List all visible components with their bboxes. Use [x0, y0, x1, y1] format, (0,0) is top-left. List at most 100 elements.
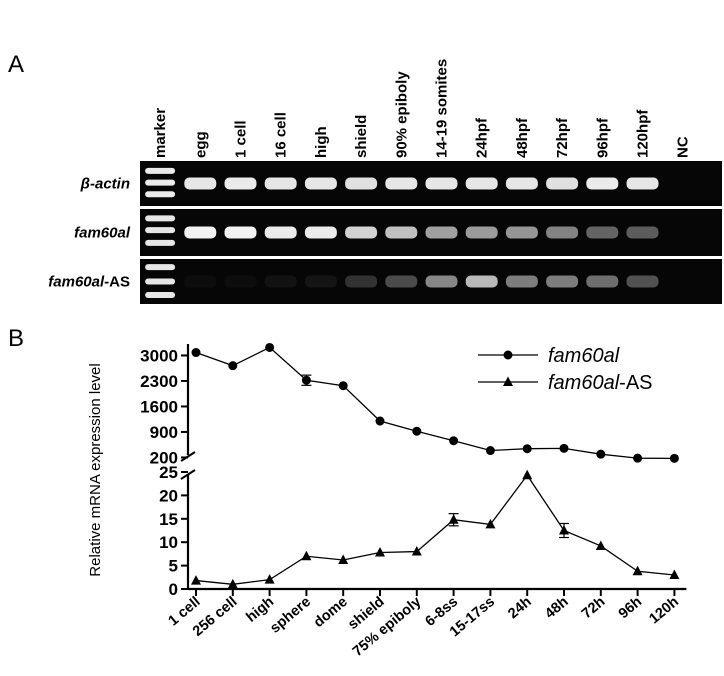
series-line [195, 346, 675, 460]
gene-name: β-actin [80, 176, 130, 193]
data-point [301, 375, 311, 385]
y-tick-label: 2300 [140, 372, 178, 391]
data-point [449, 436, 459, 446]
data-point [338, 381, 348, 391]
lane-label: 16 cell [273, 112, 290, 158]
gel-band [224, 177, 257, 190]
y-tick-label: 20 [159, 486, 178, 505]
data-point [301, 550, 312, 561]
lane-label: 14-19 somites [434, 59, 451, 158]
data-point [411, 546, 422, 556]
lane-label: NC [675, 136, 692, 158]
expression-line-chart: Relative mRNA expression level 2009001600… [87, 342, 687, 660]
gel-row-label: fam60al [74, 225, 131, 242]
legend-series-suffix: -AS [619, 372, 652, 394]
gel-marker-band [145, 278, 176, 285]
y-tick-label: 3000 [140, 346, 178, 365]
data-point [375, 416, 385, 426]
data-point [485, 446, 495, 456]
gel-band [184, 226, 217, 239]
data-point [595, 540, 606, 550]
y-tick-label: 25 [159, 463, 178, 482]
gel-marker-band [145, 215, 176, 222]
gel-band [264, 177, 297, 190]
lane-label: 48hpf [514, 117, 531, 158]
gel-band [586, 177, 619, 190]
gel-band [465, 275, 498, 288]
gel-band [304, 226, 337, 239]
x-tick-label: 48h [542, 594, 571, 622]
data-point [559, 443, 569, 453]
lane-label: 96hpf [594, 117, 611, 158]
legend-label: fam60al-AS [548, 372, 653, 394]
data-point [191, 575, 201, 585]
y-tick-label: 0 [169, 580, 178, 599]
gel-band [626, 275, 659, 288]
y-tick-label: 15 [159, 510, 178, 529]
lane-label: high [313, 126, 330, 158]
lane-label: marker [152, 108, 169, 158]
gel-band [345, 177, 378, 190]
data-point [669, 453, 679, 463]
gel-marker-band [145, 239, 176, 246]
gel-band [546, 275, 579, 288]
gel-band [264, 226, 297, 239]
data-point [227, 578, 238, 589]
data-point [596, 449, 606, 459]
data-point [522, 469, 533, 480]
lane-label: egg [192, 131, 209, 158]
gel-band [546, 226, 579, 239]
gel-band [385, 226, 418, 239]
gel-marker-band [145, 264, 176, 271]
lane-label: 120hpf [635, 109, 652, 158]
data-point [485, 518, 496, 529]
data-point [448, 514, 459, 524]
gel-marker-band [145, 167, 176, 174]
data-point [522, 444, 532, 454]
lane-label: 24hpf [474, 117, 491, 158]
gel-band [385, 177, 418, 190]
x-tick-label: dome [311, 594, 351, 631]
gel-band [626, 177, 659, 190]
y-axis-label: Relative mRNA expression level [87, 363, 104, 576]
data-point [265, 342, 275, 352]
y-tick-label: 5 [169, 557, 178, 576]
gel-marker-band [145, 292, 176, 298]
gel-lane-labels: marker egg 1 cell 16 cell high shield 90% epib… [152, 59, 692, 158]
gene-name: fam60al [48, 274, 105, 291]
gel-row-label: β-actin [80, 176, 130, 193]
x-tick-label: 72h [579, 594, 608, 622]
data-point [412, 426, 422, 436]
gel-band [425, 226, 458, 239]
legend-label: fam60al [548, 345, 620, 367]
x-tick-label: 96h [616, 594, 645, 622]
gel-marker-band [145, 227, 176, 234]
gel-band [586, 226, 619, 239]
gel-band [385, 275, 418, 288]
y-tick-label: 10 [159, 533, 178, 552]
gel-marker-band [145, 179, 176, 186]
gel-band [626, 226, 659, 239]
gel-band [304, 177, 337, 190]
data-point [559, 525, 569, 535]
data-point [632, 565, 643, 576]
gel-band [505, 226, 538, 239]
gel-band [184, 276, 216, 288]
gel-band [425, 177, 458, 190]
data-point [338, 554, 349, 564]
gel-band [505, 177, 538, 190]
series-line [195, 474, 675, 585]
gel-band [465, 226, 498, 239]
legend-marker [503, 376, 513, 386]
x-tick-label: 24h [505, 594, 534, 622]
y-tick-label: 200 [150, 448, 178, 467]
gel-band [224, 226, 257, 239]
panel-a-label: A [8, 51, 24, 78]
lane-label: 1 cell [233, 120, 250, 158]
gel-band [425, 275, 458, 288]
gel-band [505, 275, 538, 288]
gel-row-label: fam60al-AS [48, 274, 130, 291]
legend-series-name: fam60al [548, 372, 620, 394]
